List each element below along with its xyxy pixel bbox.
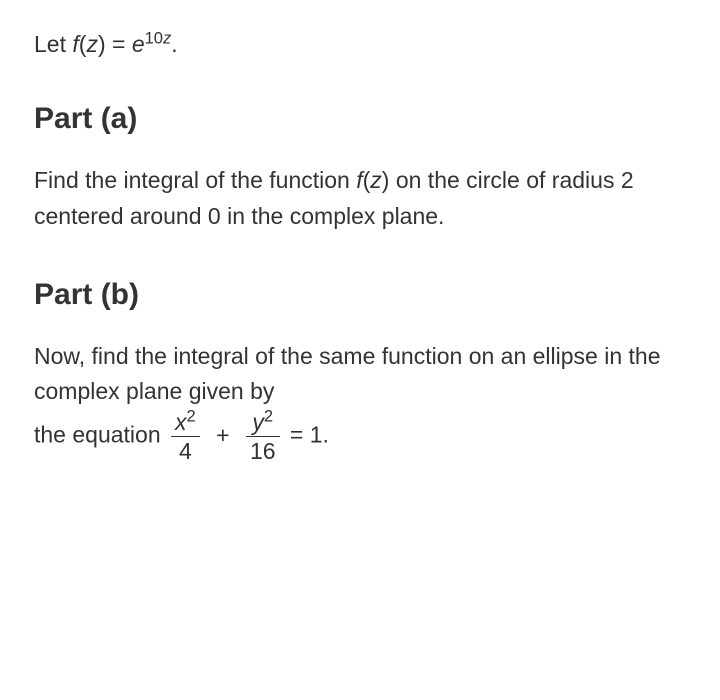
part-a-heading: Part (a) [34, 101, 688, 137]
fraction-1: x2 4 [171, 410, 200, 463]
eq-prefix: the equation [34, 422, 167, 448]
fraction-2: y2 16 [246, 410, 280, 463]
part-a-text-before: Find the integral of the function [34, 167, 356, 193]
intro-prefix: Let [34, 31, 72, 57]
part-b-body: Now, find the integral of the same funct… [34, 339, 688, 464]
plus-sign: + [216, 422, 229, 448]
fraction-1-num: x2 [171, 410, 200, 437]
part-b-equation-line: the equation x2 4 + y2 16 = 1. [34, 410, 688, 463]
part-b-text-main: Now, find the integral of the same funct… [34, 339, 688, 410]
intro-period: . [171, 31, 177, 57]
function-definition: Let f(z) = e10z. [34, 28, 688, 61]
fraction-2-den: 16 [246, 437, 280, 463]
fraction-1-den: 4 [171, 437, 200, 463]
exp-coeff: 10 [145, 28, 163, 47]
eq-rhs: = 1. [290, 422, 329, 448]
part-a-func-var: z [370, 167, 382, 193]
exponent: 10z [145, 28, 172, 47]
exp-base: e [132, 31, 145, 57]
problem-page: Let f(z) = e10z. Part (a) Find the integ… [0, 0, 720, 497]
frac2-num-var: y [252, 409, 264, 435]
func-var: z [86, 31, 98, 57]
frac1-num-exp: 2 [187, 406, 196, 425]
fraction-2-num: y2 [246, 410, 280, 437]
part-a-body: Find the integral of the function f(z) o… [34, 163, 688, 234]
frac2-num-exp: 2 [264, 406, 273, 425]
frac1-num-var: x [175, 409, 187, 435]
close-paren-eq: ) = [98, 31, 132, 57]
part-b-heading: Part (b) [34, 277, 688, 313]
